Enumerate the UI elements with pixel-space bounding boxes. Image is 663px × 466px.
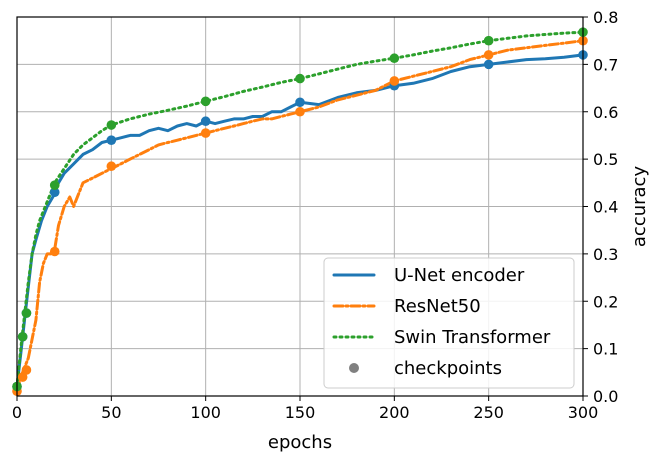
checkpoint-marker [21, 365, 32, 375]
checkpoint-layer [12, 27, 588, 397]
x-tick-label: 0 [12, 403, 22, 422]
series-line-resnet50 [15, 39, 585, 393]
checkpoint-marker [295, 97, 305, 108]
y-axis-label: accuracy [629, 166, 650, 248]
checkpoint-marker [106, 135, 117, 145]
x-tick-label: 100 [190, 403, 221, 422]
checkpoint-marker [49, 180, 60, 190]
legend-marker-checkpoints [349, 363, 359, 373]
checkpoint-marker [17, 331, 28, 342]
y-axis-ticks: 0.0 0.1 0.2 0.3 0.4 0.5 0.6 0.7 0.8 [583, 8, 618, 406]
y-tick-label: 0.1 [593, 340, 618, 359]
y-tick-label: 0.7 [593, 55, 618, 74]
y-tick-label: 0.2 [593, 292, 618, 311]
checkpoint-marker [483, 35, 494, 46]
checkpoint-marker [389, 53, 400, 64]
checkpoint-marker [17, 372, 28, 382]
checkpoint-marker [49, 187, 60, 198]
x-tick-label: 300 [568, 403, 599, 422]
checkpoint-marker [483, 59, 494, 70]
legend-label: U-Net encoder [394, 265, 525, 286]
x-tick-label: 50 [101, 403, 121, 422]
x-tick-label: 150 [285, 403, 316, 422]
legend-label: ResNet50 [394, 296, 481, 317]
x-tick-label: 250 [473, 403, 504, 422]
legend: U-Net encoder ResNet50 Swin Transformer che… [323, 257, 575, 389]
x-axis-label: epochs [268, 432, 332, 453]
checkpoint-marker [200, 128, 211, 138]
y-tick-label: 0.8 [593, 8, 618, 27]
y-tick-label: 0.6 [593, 103, 618, 122]
legend-label: Swin Transformer [394, 327, 551, 348]
checkpoint-marker [483, 50, 494, 60]
x-axis-ticks: 0 50 100 150 200 250 300 [12, 396, 598, 422]
y-tick-label: 0.0 [593, 387, 618, 406]
y-tick-label: 0.4 [593, 198, 618, 217]
checkpoint-marker [295, 73, 305, 84]
series-line-swin-transformer [15, 30, 585, 388]
checkpoint-marker [200, 116, 211, 127]
legend-box [323, 257, 575, 389]
x-tick-label: 200 [379, 403, 410, 422]
checkpoint-marker [49, 246, 60, 257]
y-tick-label: 0.5 [593, 150, 618, 169]
y-tick-label: 0.3 [593, 245, 618, 264]
checkpoint-marker [21, 308, 32, 318]
checkpoint-marker [200, 96, 211, 107]
legend-label: checkpoints [394, 358, 502, 379]
checkpoint-marker [389, 76, 400, 86]
checkpoint-marker [295, 106, 305, 117]
checkpoint-marker [106, 161, 117, 172]
checkpoint-marker [106, 120, 117, 130]
